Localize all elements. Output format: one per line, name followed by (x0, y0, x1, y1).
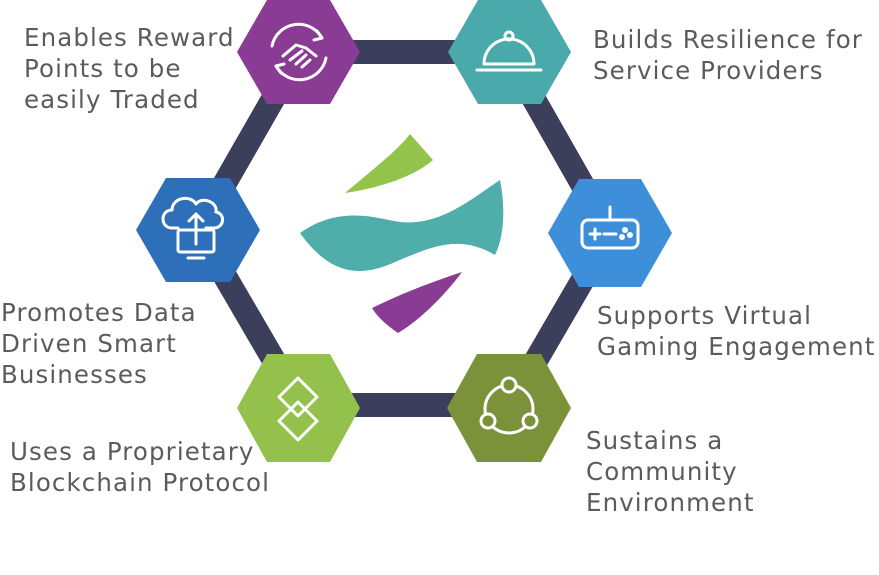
label-resilience: Builds Resilience for Service Providers (593, 25, 863, 85)
node-reward (237, 0, 360, 104)
center-logo (300, 134, 504, 333)
community-network-icon (479, 376, 539, 435)
gamepad-icon (580, 205, 640, 250)
chain-link-icon (277, 376, 319, 442)
hexagon-blockchain (237, 354, 360, 462)
node-gaming (548, 179, 672, 287)
label-gaming: Supports Virtual Gaming Engagement (597, 301, 876, 361)
label-reward: Enables Reward Points to be easily Trade… (24, 23, 235, 114)
hexagon-resilience (448, 0, 571, 104)
label-blockchain: Uses a Proprietary Blockchain Protocol (10, 437, 271, 497)
logo-middle-wave (300, 180, 504, 271)
logo-top-stroke (345, 134, 433, 193)
logo-bottom-stroke (372, 272, 462, 333)
node-community (447, 354, 571, 462)
label-data: Promotes Data Driven Smart Businesses (1, 298, 197, 389)
service-cloche-icon (475, 30, 543, 72)
node-data (136, 178, 260, 282)
hexagon-community (447, 354, 571, 462)
node-resilience (448, 0, 571, 104)
label-community: Sustains a Community Environment (586, 426, 755, 517)
node-blockchain (237, 354, 360, 462)
cloud-upload-icon (161, 196, 224, 260)
handshake-icon (270, 22, 328, 82)
